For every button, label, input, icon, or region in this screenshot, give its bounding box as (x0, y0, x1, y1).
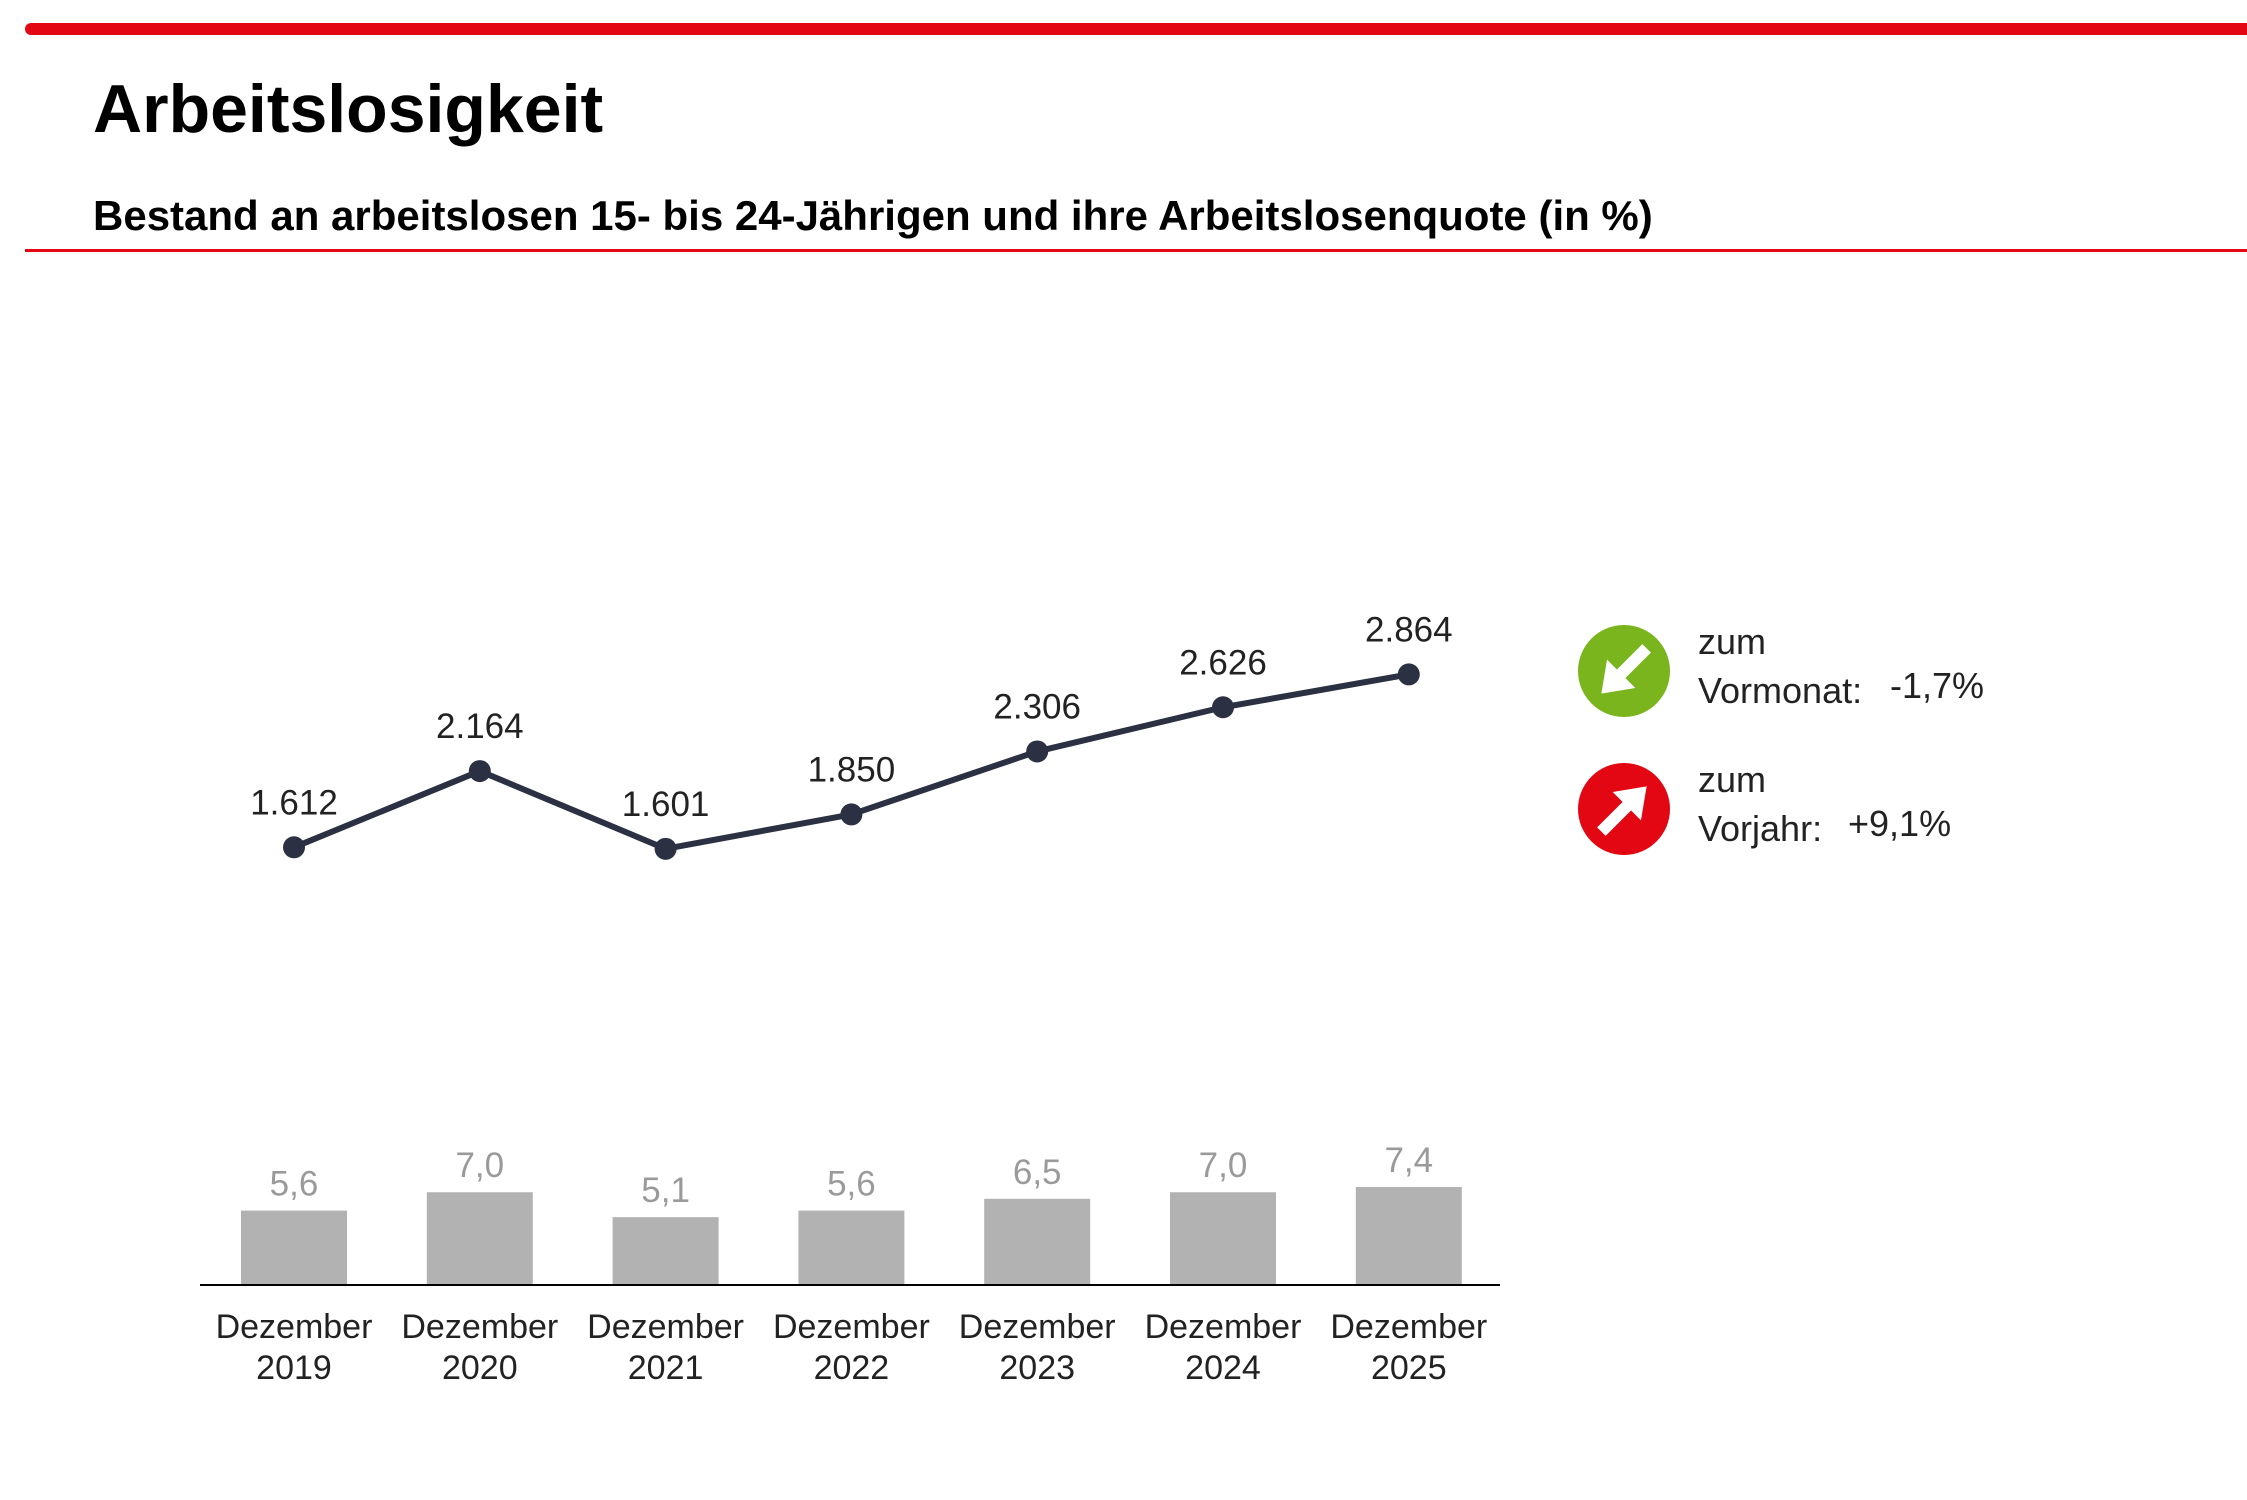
line-data-label: 1.850 (808, 750, 896, 789)
quota-bar (612, 1217, 719, 1284)
x-tick-label: Dezember (401, 1308, 558, 1346)
line-point (1026, 740, 1049, 763)
line-point (468, 760, 491, 783)
line-data-label: 2.864 (1365, 610, 1453, 649)
indicator-value: -1,7% (1890, 665, 1985, 706)
quota-bar (426, 1192, 533, 1284)
indicator-label-line1: zum (1698, 759, 1767, 800)
quota-bar (241, 1210, 347, 1284)
x-tick-label: Dezember (587, 1308, 744, 1346)
indicator-vormonat: zum Vormonat: -1,7% (1578, 621, 2138, 725)
indicator-label-line1: zum (1698, 621, 1767, 662)
x-tick-label: 2020 (442, 1349, 518, 1387)
x-tick-label: 2021 (628, 1349, 704, 1387)
page-title: Arbeitslosigkeit (93, 71, 604, 147)
subtitle-divider (25, 249, 2247, 252)
x-tick-label: 2024 (1185, 1349, 1261, 1387)
top-accent-bar (25, 23, 2247, 35)
bar-data-label: 5,6 (270, 1165, 319, 1204)
line-data-label: 2.164 (436, 707, 524, 746)
line-point (1212, 696, 1234, 719)
bar-data-label: 7,0 (455, 1146, 504, 1185)
chart-subtitle: Bestand an arbeitslosen 15- bis 24-Jähri… (93, 192, 1653, 239)
x-tick-label: Dezember (216, 1308, 373, 1346)
bar-data-label: 5,1 (641, 1171, 690, 1210)
quota-bar (798, 1210, 905, 1284)
line-data-label: 2.626 (1179, 643, 1267, 682)
bar-data-label: 7,0 (1199, 1146, 1248, 1185)
line-point (283, 836, 305, 859)
line-point (1397, 663, 1420, 686)
x-tick-label: 2025 (1371, 1349, 1447, 1387)
quota-bar (1355, 1187, 1462, 1284)
bar-data-label: 7,4 (1384, 1141, 1433, 1180)
x-tick-label: 2022 (814, 1349, 890, 1387)
x-tick-label: Dezember (959, 1308, 1116, 1346)
x-tick-label: Dezember (1330, 1308, 1487, 1346)
arrow-up-right-icon (1578, 763, 1670, 855)
line-data-label: 2.306 (993, 687, 1081, 726)
line-point (840, 803, 863, 826)
x-tick-label: Dezember (1145, 1308, 1302, 1346)
line-data-label: 1.612 (250, 783, 338, 822)
bar-data-label: 5,6 (827, 1165, 876, 1204)
indicator-vorjahr: zum Vorjahr: +9,1% (1578, 759, 2138, 863)
x-tick-label: 2023 (999, 1349, 1075, 1387)
quota-bar (984, 1198, 1091, 1284)
indicator-label-line2: Vorjahr: (1698, 808, 1823, 849)
line-point (654, 837, 677, 860)
indicator-value: +9,1% (1848, 803, 1952, 844)
arrow-down-right-icon (1578, 625, 1670, 717)
indicator-label-line2: Vormonat: (1698, 670, 1863, 711)
line-data-label: 1.601 (622, 785, 710, 824)
x-tick-label: 2019 (256, 1349, 332, 1387)
x-tick-label: Dezember (773, 1308, 930, 1346)
bar-data-label: 6,5 (1013, 1153, 1062, 1192)
quota-bar (1170, 1192, 1276, 1284)
